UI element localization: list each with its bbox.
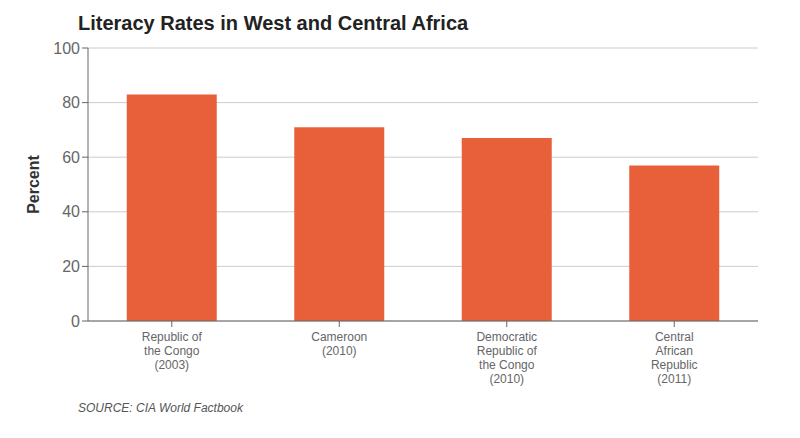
html-text:SOURCE: CIA World Factbook: SOURCE: CIA World Factbook xyxy=(78,401,243,415)
svg-text:Republic ofthe Congo(2003): Republic ofthe Congo(2003) xyxy=(142,330,203,372)
svg-text:0: 0 xyxy=(71,313,80,330)
svg-text:60: 60 xyxy=(62,149,80,166)
html-text:Literacy Rates in West and Cen: Literacy Rates in West and Central Afric… xyxy=(78,12,469,34)
svg-text:CentralAfricanRepublic(2011): CentralAfricanRepublic(2011) xyxy=(651,330,698,386)
svg-text:DemocraticRepublic ofthe Congo: DemocraticRepublic ofthe Congo(2010) xyxy=(476,330,537,386)
svg-text:20: 20 xyxy=(62,258,80,275)
svg-text:40: 40 xyxy=(62,203,80,220)
svg-text:80: 80 xyxy=(62,94,80,111)
svg-text:100: 100 xyxy=(53,40,80,57)
svg-text:Cameroon(2010): Cameroon(2010) xyxy=(311,330,367,358)
svg-text:Percent: Percent xyxy=(25,154,42,213)
